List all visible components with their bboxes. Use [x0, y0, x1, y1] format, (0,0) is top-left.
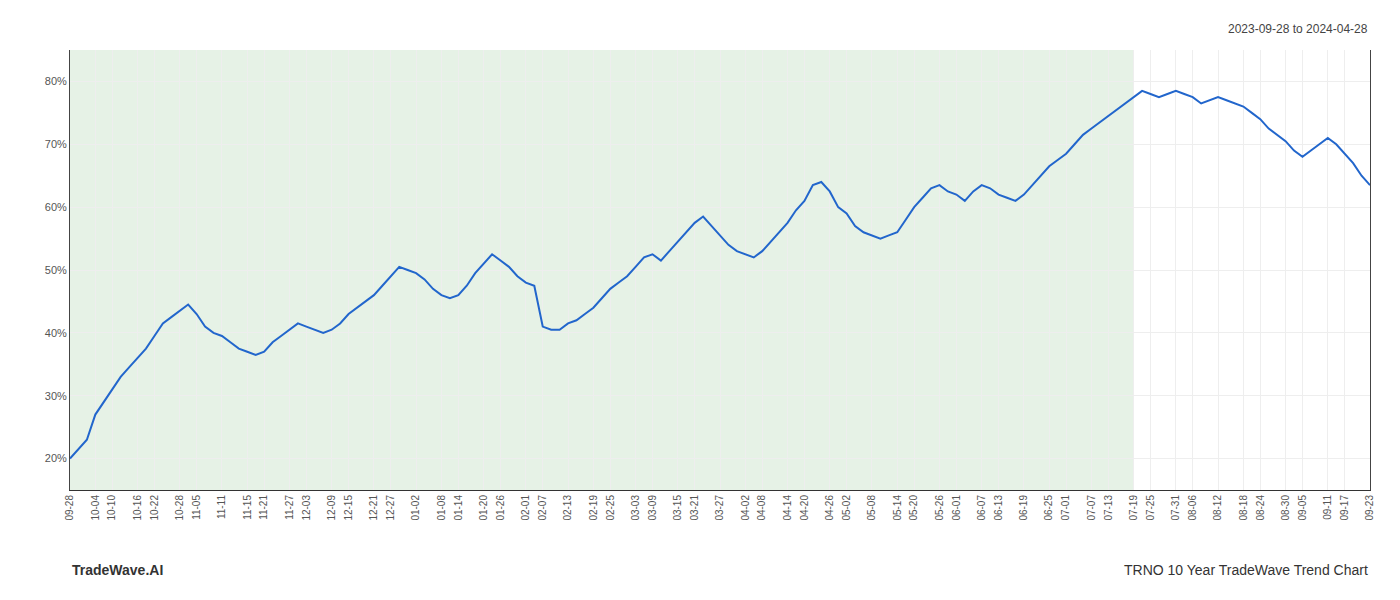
svg-text:03-03: 03-03	[630, 495, 641, 521]
svg-text:06-01: 06-01	[951, 495, 962, 521]
svg-text:40%: 40%	[45, 327, 67, 339]
svg-text:03-15: 03-15	[672, 495, 683, 521]
svg-text:50%: 50%	[45, 264, 67, 276]
svg-text:10-28: 10-28	[174, 495, 185, 521]
svg-text:05-02: 05-02	[841, 495, 852, 521]
svg-text:06-07: 06-07	[976, 495, 987, 521]
svg-text:70%: 70%	[45, 138, 67, 150]
svg-text:03-21: 03-21	[689, 495, 700, 521]
svg-text:02-25: 02-25	[605, 495, 616, 521]
svg-text:01-08: 01-08	[436, 495, 447, 521]
svg-text:09-05: 09-05	[1297, 495, 1308, 521]
svg-text:08-24: 08-24	[1255, 495, 1266, 521]
svg-text:09-23: 09-23	[1364, 495, 1375, 521]
svg-text:01-26: 01-26	[495, 495, 506, 521]
svg-text:06-13: 06-13	[993, 495, 1004, 521]
svg-text:08-18: 08-18	[1238, 495, 1249, 521]
svg-text:TradeWave.AI: TradeWave.AI	[72, 562, 163, 578]
svg-text:20%: 20%	[45, 452, 67, 464]
svg-text:12-21: 12-21	[368, 495, 379, 521]
svg-text:05-14: 05-14	[892, 495, 903, 521]
svg-text:04-26: 04-26	[824, 495, 835, 521]
svg-text:10-16: 10-16	[132, 495, 143, 521]
svg-text:60%: 60%	[45, 201, 67, 213]
svg-text:03-09: 03-09	[647, 495, 658, 521]
svg-text:10-22: 10-22	[149, 495, 160, 521]
svg-text:TRNO 10 Year TradeWave Trend C: TRNO 10 Year TradeWave Trend Chart	[1124, 562, 1368, 578]
svg-text:07-01: 07-01	[1060, 495, 1071, 521]
svg-text:30%: 30%	[45, 390, 67, 402]
svg-text:2023-09-28 to 2024-04-28: 2023-09-28 to 2024-04-28	[1228, 22, 1368, 36]
svg-text:11-11: 11-11	[216, 495, 227, 520]
svg-text:07-13: 07-13	[1103, 495, 1114, 521]
svg-text:07-19: 07-19	[1128, 495, 1139, 521]
svg-text:01-02: 01-02	[410, 495, 421, 521]
svg-text:04-20: 04-20	[799, 495, 810, 521]
svg-text:03-27: 03-27	[714, 495, 725, 521]
svg-text:11-27: 11-27	[284, 495, 295, 520]
svg-text:09-28: 09-28	[64, 495, 75, 521]
svg-text:02-01: 02-01	[520, 495, 531, 521]
svg-text:12-15: 12-15	[343, 495, 354, 521]
svg-text:02-07: 02-07	[537, 495, 548, 521]
svg-text:01-20: 01-20	[478, 495, 489, 521]
svg-text:07-07: 07-07	[1086, 495, 1097, 521]
svg-text:02-19: 02-19	[588, 495, 599, 521]
svg-text:07-31: 07-31	[1170, 495, 1181, 521]
svg-text:11-05: 11-05	[191, 495, 202, 520]
svg-text:04-08: 04-08	[756, 495, 767, 521]
svg-text:01-14: 01-14	[453, 495, 464, 521]
svg-text:11-15: 11-15	[242, 495, 253, 520]
svg-text:06-25: 06-25	[1043, 495, 1054, 521]
svg-text:12-03: 12-03	[301, 495, 312, 521]
svg-text:08-30: 08-30	[1280, 495, 1291, 521]
svg-text:09-11: 09-11	[1322, 495, 1333, 520]
svg-text:06-19: 06-19	[1018, 495, 1029, 521]
svg-text:04-02: 04-02	[740, 495, 751, 521]
svg-text:05-26: 05-26	[934, 495, 945, 521]
svg-text:10-04: 10-04	[90, 495, 101, 521]
svg-text:11-21: 11-21	[258, 495, 269, 520]
svg-text:09-17: 09-17	[1339, 495, 1350, 521]
svg-text:08-06: 08-06	[1187, 495, 1198, 521]
svg-text:04-14: 04-14	[782, 495, 793, 521]
svg-text:10-10: 10-10	[106, 495, 117, 521]
svg-text:12-09: 12-09	[326, 495, 337, 521]
svg-text:07-25: 07-25	[1145, 495, 1156, 521]
svg-text:05-08: 05-08	[866, 495, 877, 521]
svg-text:02-13: 02-13	[562, 495, 573, 521]
svg-text:12-27: 12-27	[385, 495, 396, 521]
svg-text:08-12: 08-12	[1212, 495, 1223, 521]
svg-text:80%: 80%	[45, 75, 67, 87]
svg-text:05-20: 05-20	[908, 495, 919, 521]
